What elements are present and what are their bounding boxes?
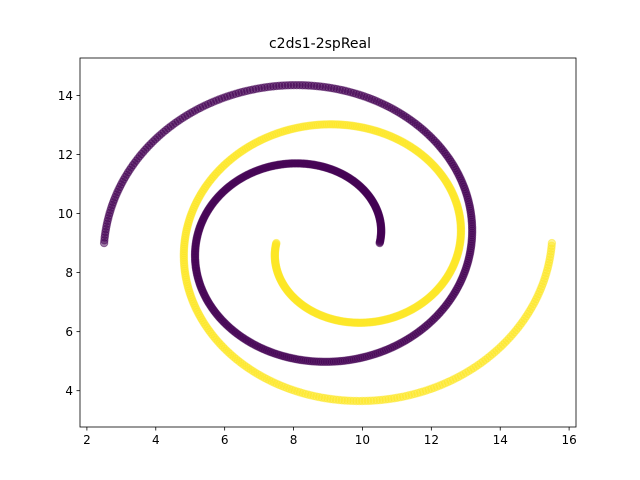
y-tick-label: 12 <box>58 148 73 162</box>
x-tick-label: 10 <box>355 433 370 447</box>
y-tick-label: 8 <box>65 266 73 280</box>
x-tick-label: 8 <box>290 433 298 447</box>
data-point <box>99 238 109 248</box>
x-tick-label: 12 <box>424 433 439 447</box>
y-tick-label: 14 <box>58 89 73 103</box>
x-tick-label: 2 <box>83 433 91 447</box>
axes-frame <box>79 57 577 428</box>
data-point <box>547 238 557 248</box>
y-tick-label: 6 <box>65 325 73 339</box>
x-tick-label: 16 <box>561 433 576 447</box>
x-axis: 2 4 6 8 10 12 14 16 <box>83 427 577 447</box>
x-tick-label: 4 <box>152 433 160 447</box>
y-tick-label: 4 <box>65 384 73 398</box>
x-tick-label: 6 <box>221 433 229 447</box>
chart-title: c2ds1-2spReal <box>269 36 371 52</box>
x-tick-label: 14 <box>493 433 508 447</box>
series-class-1 <box>179 120 557 406</box>
y-axis: 4 6 8 10 12 14 <box>58 89 80 398</box>
series-class-0 <box>99 80 477 367</box>
y-tick-label: 10 <box>58 207 73 221</box>
data-points <box>99 80 557 406</box>
